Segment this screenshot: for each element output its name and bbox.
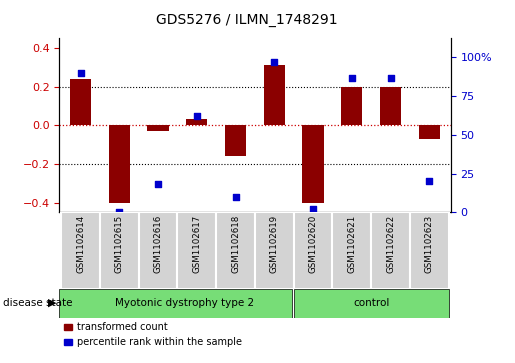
Point (193, 113, 201, 119)
Bar (70, 79, 91, 125)
Bar (332, 212, 371, 289)
Bar (341, 86, 363, 125)
Text: GSM1102620: GSM1102620 (308, 215, 318, 273)
Bar (178, 212, 216, 289)
Bar (147, 125, 169, 131)
Bar (139, 212, 178, 289)
Bar (61, 212, 100, 289)
Bar (264, 65, 285, 125)
Bar (225, 125, 246, 156)
Bar (371, 212, 410, 289)
Text: GSM1102616: GSM1102616 (153, 215, 163, 273)
Text: GSM1102617: GSM1102617 (192, 215, 201, 273)
Text: GSM1102622: GSM1102622 (386, 215, 395, 273)
Point (348, 75, 356, 81)
Point (386, 75, 394, 81)
Point (76, 70, 84, 76)
Point (425, 179, 434, 184)
Text: GDS5276 / ILMN_1748291: GDS5276 / ILMN_1748291 (157, 13, 338, 27)
Bar (186, 119, 208, 125)
Point (154, 182, 162, 187)
Point (270, 59, 279, 65)
Text: GSM1102621: GSM1102621 (347, 215, 356, 273)
Text: GSM1102614: GSM1102614 (76, 215, 85, 273)
Text: ▶: ▶ (48, 298, 57, 308)
Bar (294, 289, 449, 318)
Text: GSM1102619: GSM1102619 (270, 215, 279, 273)
Bar (255, 212, 294, 289)
Bar (302, 125, 324, 203)
Legend: transformed count, percentile rank within the sample: transformed count, percentile rank withi… (64, 322, 242, 347)
Point (115, 209, 124, 215)
Bar (100, 212, 139, 289)
Bar (410, 212, 449, 289)
Bar (294, 212, 332, 289)
Bar (380, 86, 401, 125)
Text: Myotonic dystrophy type 2: Myotonic dystrophy type 2 (115, 298, 254, 308)
Text: GSM1102618: GSM1102618 (231, 215, 240, 273)
Point (231, 194, 239, 200)
Text: GSM1102623: GSM1102623 (425, 215, 434, 273)
Point (309, 206, 317, 212)
Bar (109, 125, 130, 203)
Bar (59, 289, 291, 318)
Text: disease state: disease state (3, 298, 72, 308)
Text: control: control (353, 298, 389, 308)
Bar (419, 125, 440, 139)
Text: GSM1102615: GSM1102615 (115, 215, 124, 273)
Bar (216, 212, 255, 289)
